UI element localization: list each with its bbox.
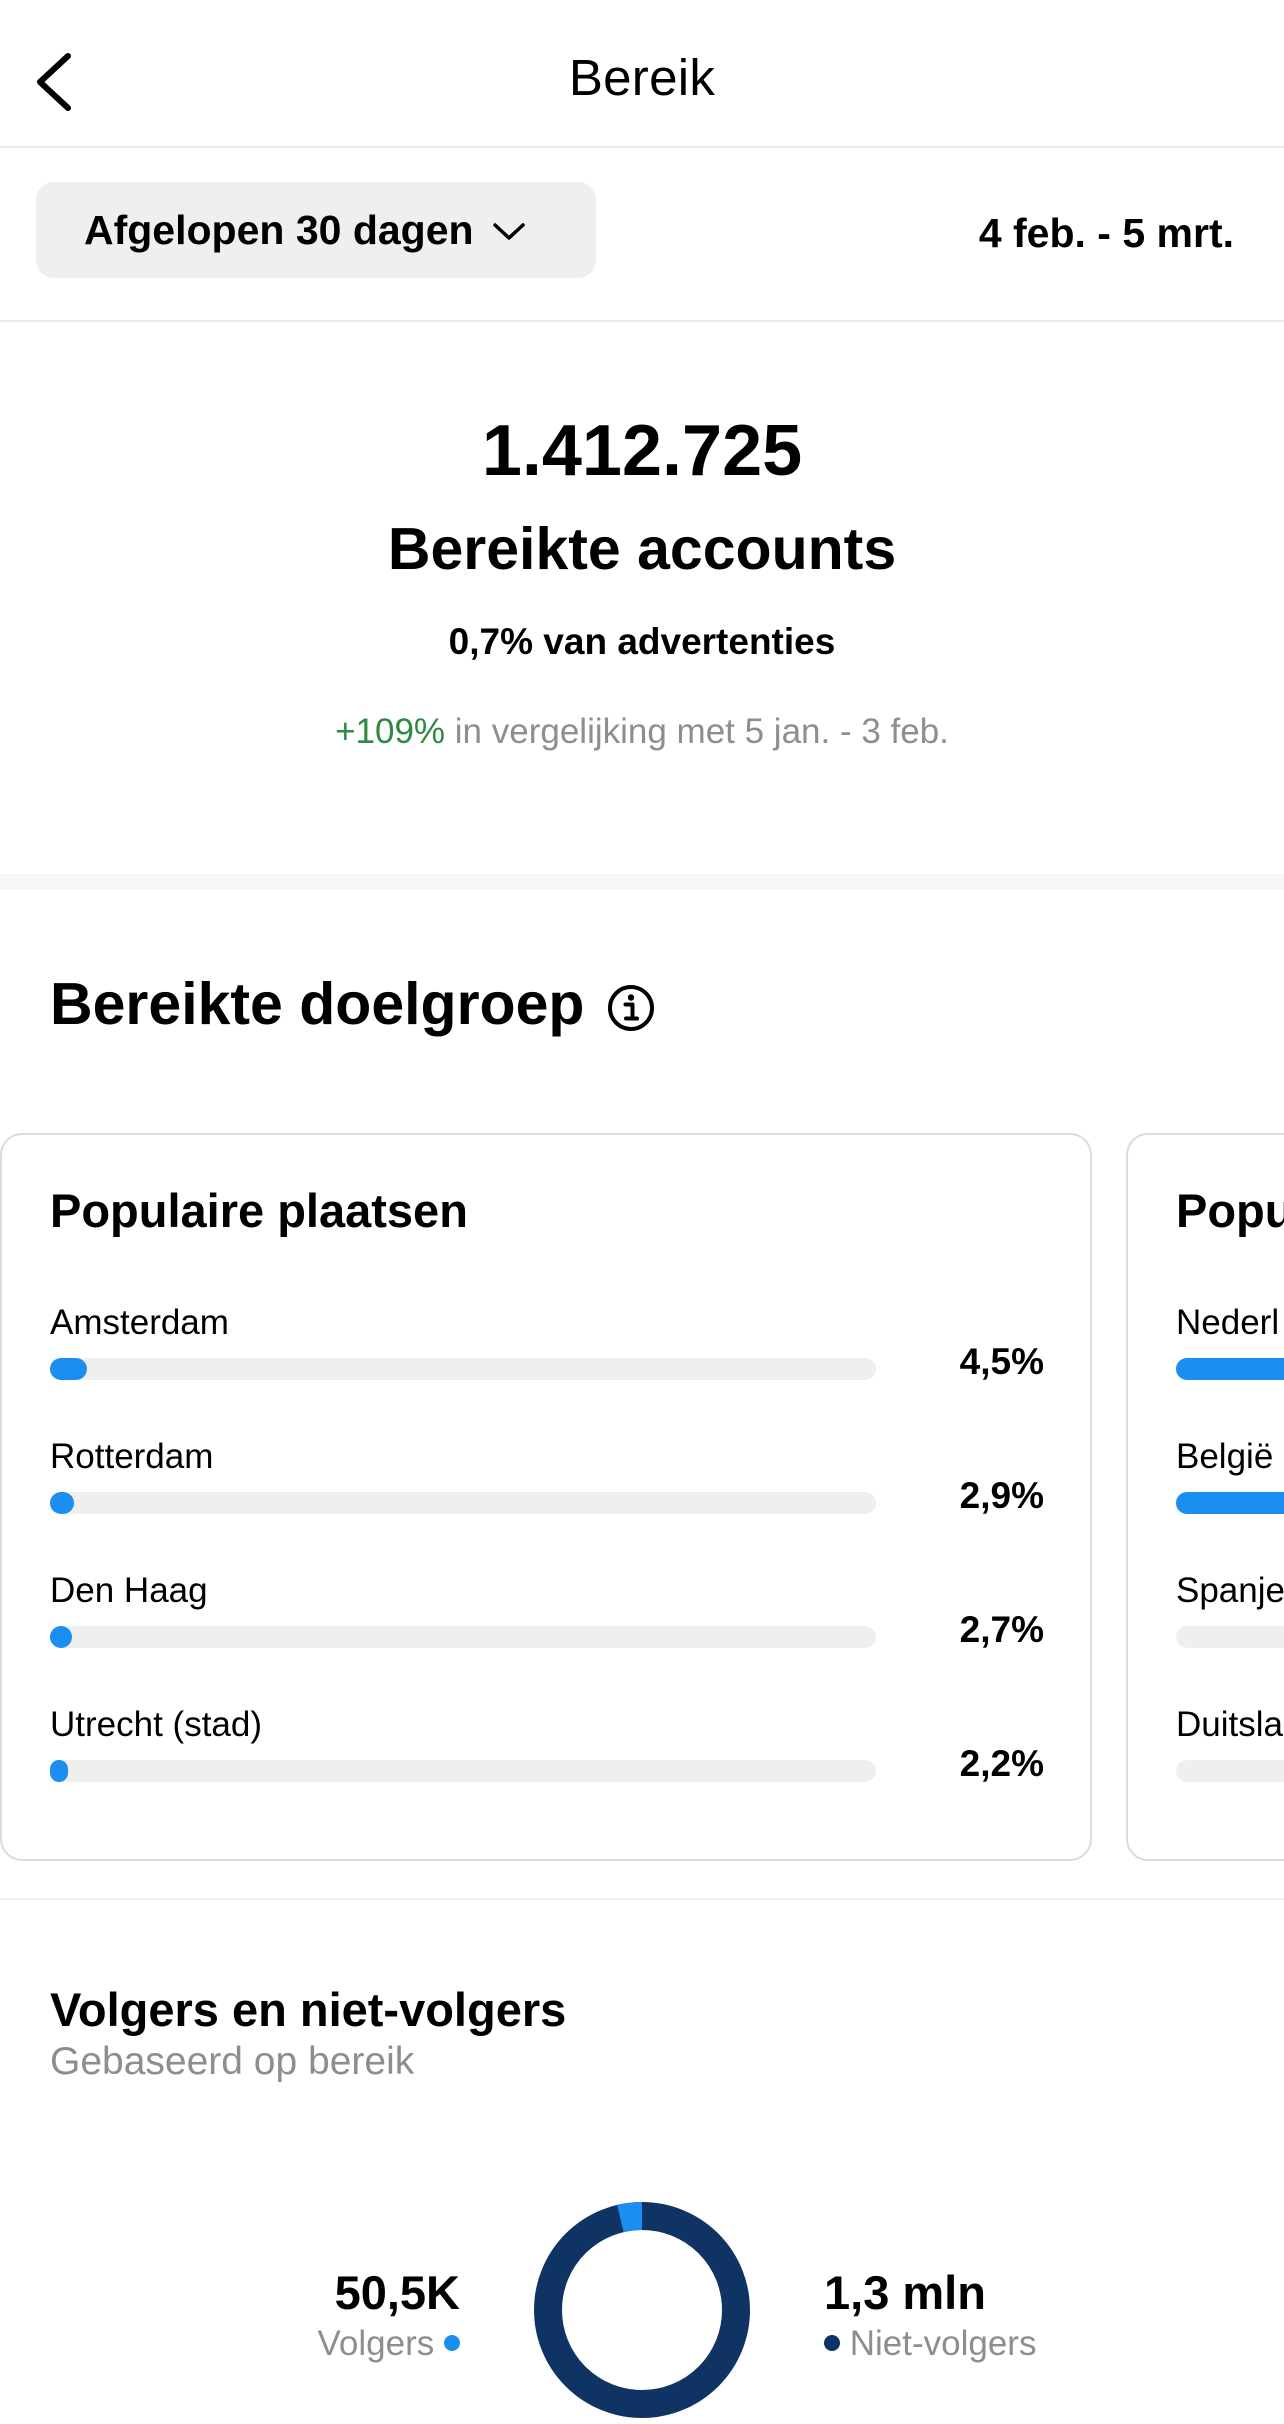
location-bar-track	[50, 1626, 876, 1648]
date-range-dropdown[interactable]: Afgelopen 30 dagen	[36, 182, 596, 278]
followers-donut-chart	[534, 2202, 750, 2418]
country-label: Duitsla	[1176, 1705, 1283, 1744]
country-bar-track	[1176, 1626, 1284, 1648]
country-label: Nederl	[1176, 1303, 1280, 1342]
followers-value: 50,5K	[334, 2266, 460, 2319]
non-followers-label: Niet-volgers	[849, 2324, 1037, 2363]
followers-section-title: Volgers en niet-volgers	[50, 1983, 567, 2036]
top-countries-card[interactable]: Popu Nederl België Spanje Duitsla	[1126, 1133, 1284, 1861]
location-bar-track	[50, 1358, 876, 1380]
location-bar-fill	[50, 1626, 73, 1648]
card-title: Populaire plaatsen	[50, 1184, 468, 1237]
section-separator	[0, 874, 1284, 890]
location-bar-fill	[50, 1760, 69, 1782]
followers-section-subtitle: Gebaseerd op bereik	[50, 2040, 415, 2083]
date-range-label: Afgelopen 30 dagen	[84, 206, 474, 253]
non-followers-stat: 1,3 mln Niet-volgers	[824, 2265, 1036, 2364]
followers-stat: 50,5K Volgers	[318, 2265, 460, 2364]
country-bar-fill	[1176, 1492, 1284, 1514]
accounts-reached-label: Bereikte accounts	[387, 516, 897, 582]
location-label: Utrecht (stad)	[50, 1705, 262, 1744]
location-percentage: 2,7%	[959, 1609, 1044, 1650]
top-bar: Bereik	[0, 0, 1284, 148]
followers-label: Volgers	[317, 2324, 435, 2363]
followers-legend: Volgers	[318, 2324, 460, 2364]
followers-arc	[534, 2202, 750, 2418]
non-followers-legend-dot	[824, 2335, 840, 2351]
location-percentage: 2,2%	[959, 1743, 1044, 1784]
country-label: Spanje	[1176, 1571, 1284, 1610]
non-followers-legend: Niet-volgers	[824, 2324, 1036, 2364]
country-bar-track	[1176, 1760, 1284, 1782]
top-locations-card[interactable]: Populaire plaatsen Amsterdam 4,5% Rotter…	[0, 1133, 1092, 1861]
info-icon	[608, 985, 654, 1031]
date-range-bar: Afgelopen 30 dagen 4 feb. - 5 mrt.	[0, 148, 1284, 322]
location-label: Den Haag	[50, 1571, 208, 1610]
location-label: Amsterdam	[50, 1303, 229, 1342]
change-percentage: +109%	[335, 712, 446, 751]
location-bar-fill	[50, 1492, 74, 1514]
info-button[interactable]	[606, 983, 656, 1038]
chevron-left-icon	[37, 53, 71, 111]
audience-section-title: Bereikte doelgroep	[50, 971, 585, 1037]
comparison-period: in vergelijking met 5 jan. - 3 feb.	[445, 712, 949, 751]
page-title: Bereik	[568, 49, 716, 106]
location-percentage: 4,5%	[959, 1341, 1044, 1382]
country-label: België	[1176, 1437, 1274, 1476]
location-bar-track	[50, 1760, 876, 1782]
date-range-text: 4 feb. - 5 mrt.	[978, 210, 1234, 256]
country-bar-track	[1176, 1358, 1284, 1380]
location-label: Rotterdam	[50, 1437, 214, 1476]
followers-legend-dot	[444, 2335, 460, 2351]
section-divider	[0, 1898, 1284, 1900]
accounts-reached-value: 1.412.725	[481, 411, 803, 491]
non-followers-value: 1,3 mln	[824, 2266, 986, 2319]
non-followers-ring	[534, 2202, 750, 2418]
country-bar-track	[1176, 1492, 1284, 1514]
country-bar-fill	[1176, 1358, 1284, 1380]
location-bar-fill	[50, 1358, 88, 1380]
comparison-text: +109% in vergelijking met 5 jan. - 3 feb…	[0, 712, 1284, 752]
back-button[interactable]	[28, 42, 88, 122]
ads-share-text: 0,7% van advertenties	[448, 621, 836, 662]
card-title: Popu	[1176, 1184, 1284, 1237]
location-percentage: 2,9%	[959, 1475, 1044, 1516]
chevron-down-icon	[492, 223, 525, 240]
location-bar-track	[50, 1492, 876, 1514]
